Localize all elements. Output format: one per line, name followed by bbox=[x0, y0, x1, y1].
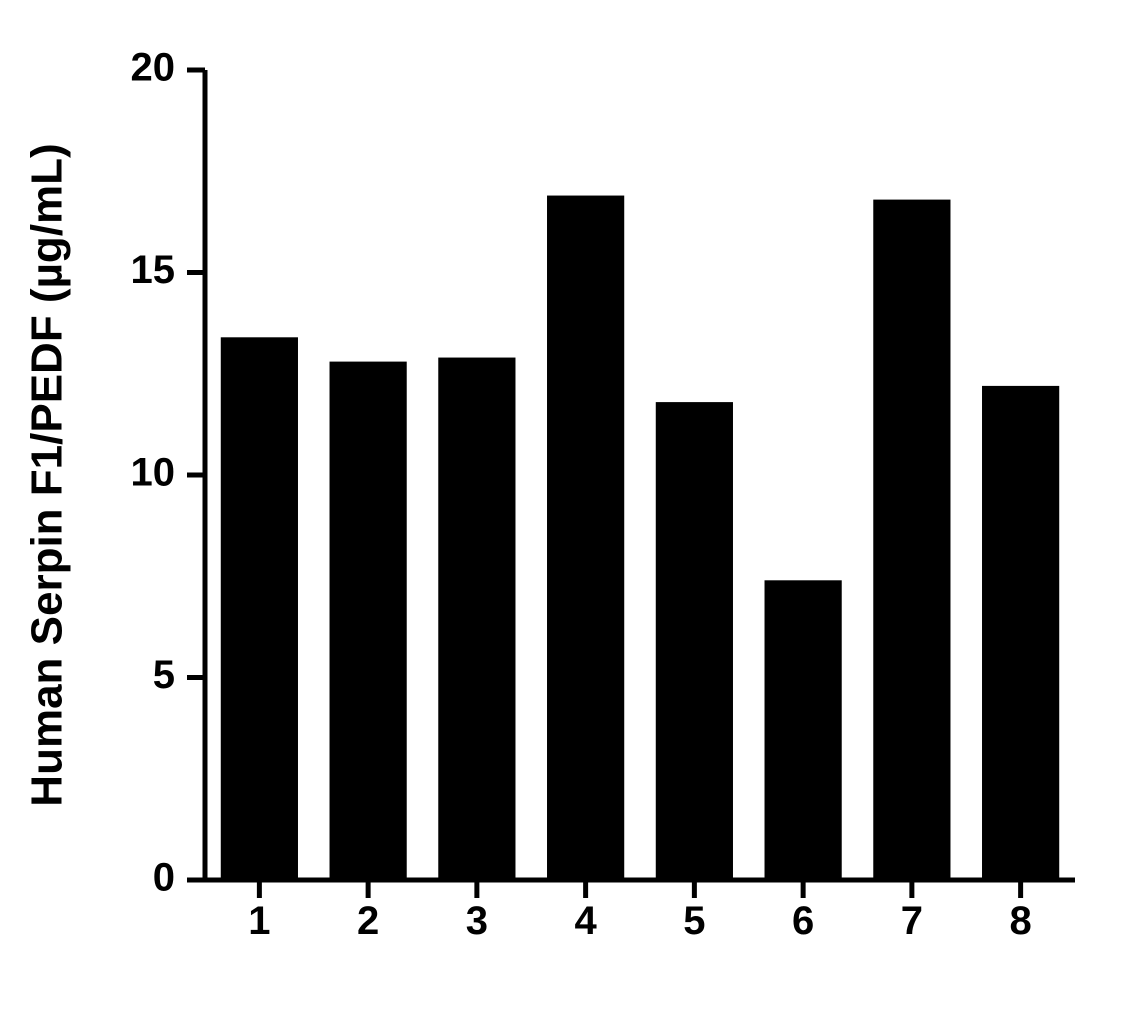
bar-5 bbox=[656, 402, 733, 880]
bar-7 bbox=[873, 200, 950, 880]
chart-container: 0 5 10 15 20 1 2 3 4 5 6 7 8 Human Serpin F1/PEDF (µg… bbox=[0, 0, 1145, 1024]
y-tick-label: 20 bbox=[131, 46, 176, 90]
bar-2 bbox=[330, 362, 407, 880]
x-tick-label: 1 bbox=[248, 899, 270, 943]
x-tick-label: 6 bbox=[792, 899, 814, 943]
x-tick-label: 7 bbox=[901, 899, 923, 943]
bar-4 bbox=[547, 196, 624, 880]
y-tick-label: 5 bbox=[153, 653, 175, 697]
y-tick-label: 15 bbox=[131, 248, 176, 292]
bar-3 bbox=[438, 358, 515, 880]
bar-8 bbox=[982, 386, 1059, 880]
x-tick-label: 2 bbox=[357, 899, 379, 943]
y-axis-label: Human Serpin F1/PEDF (µg/mL) bbox=[23, 143, 72, 806]
x-tick-label: 4 bbox=[575, 899, 598, 943]
x-tick-label: 3 bbox=[466, 899, 488, 943]
bar-1 bbox=[221, 337, 298, 880]
bar-6 bbox=[765, 580, 842, 880]
y-tick-label: 10 bbox=[131, 451, 176, 495]
x-tick-label: 5 bbox=[683, 899, 705, 943]
bar-chart: 0 5 10 15 20 1 2 3 4 5 6 7 8 Human Serpin F1/PEDF (µg… bbox=[0, 0, 1145, 1024]
x-tick-label: 8 bbox=[1010, 899, 1032, 943]
y-tick-label: 0 bbox=[153, 856, 175, 900]
